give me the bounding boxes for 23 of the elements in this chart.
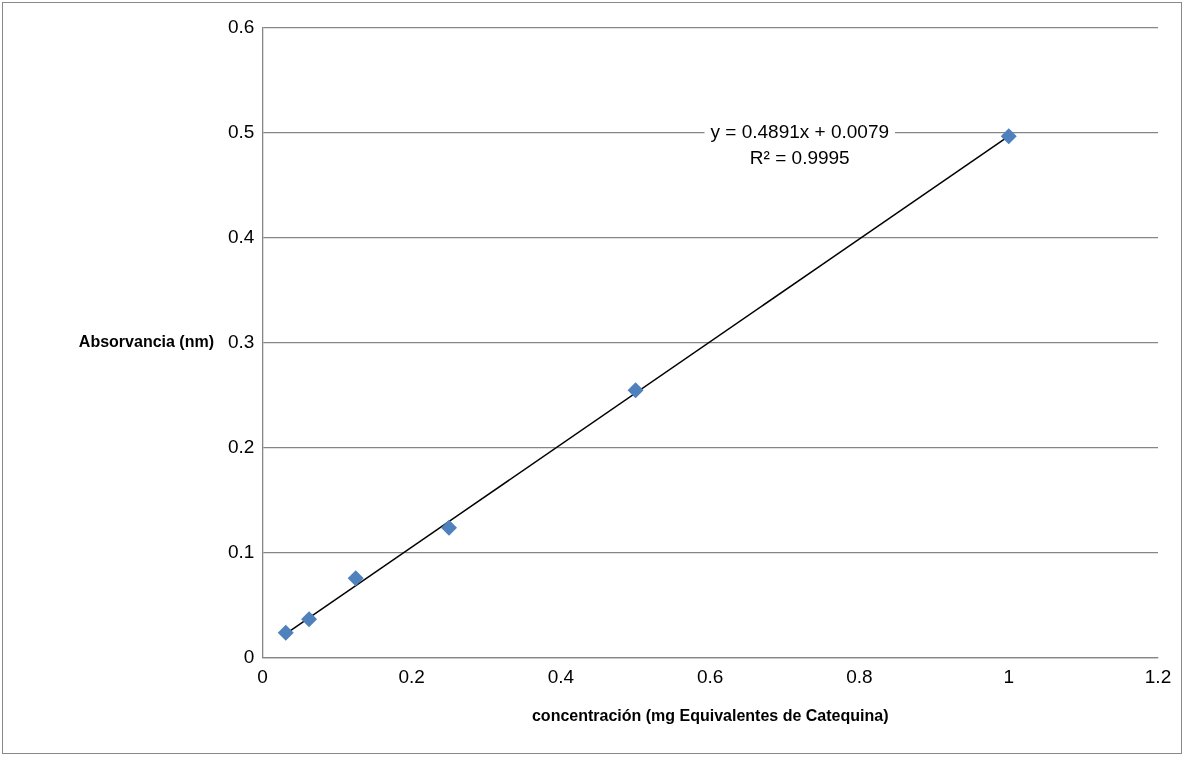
point <box>440 519 457 536</box>
x-tick-label: 1 <box>1003 665 1015 687</box>
y-tick-label: 0.3 <box>227 331 255 353</box>
y-tick-label: 0.4 <box>227 226 255 248</box>
y-tick-label: 0.1 <box>227 541 255 563</box>
point <box>1000 128 1017 145</box>
y-tick-label: 0.2 <box>227 436 255 458</box>
point <box>277 624 294 641</box>
y-tick-label: 0.6 <box>227 16 255 38</box>
x-tick-label: 0.2 <box>398 665 425 687</box>
x-tick-label: 1.2 <box>1144 665 1172 687</box>
x-axis-title: concentración (mg Equivalentes de Catequina) <box>531 706 889 724</box>
point <box>347 570 364 587</box>
point <box>301 611 318 628</box>
y-tick-label: 0 <box>243 646 255 668</box>
y-tick-label: 0.5 <box>227 121 255 143</box>
annotation: R² = 0.9995 <box>749 147 850 169</box>
x-tick-label: 0.8 <box>846 665 873 687</box>
point <box>627 382 644 399</box>
y-axis-title: Absorvancia (nm) <box>78 333 214 351</box>
annotation: y = 0.4891x + 0.0079 <box>710 121 890 143</box>
x-tick-label: 0.6 <box>697 665 724 687</box>
x-tick-label: 0.4 <box>547 665 575 687</box>
